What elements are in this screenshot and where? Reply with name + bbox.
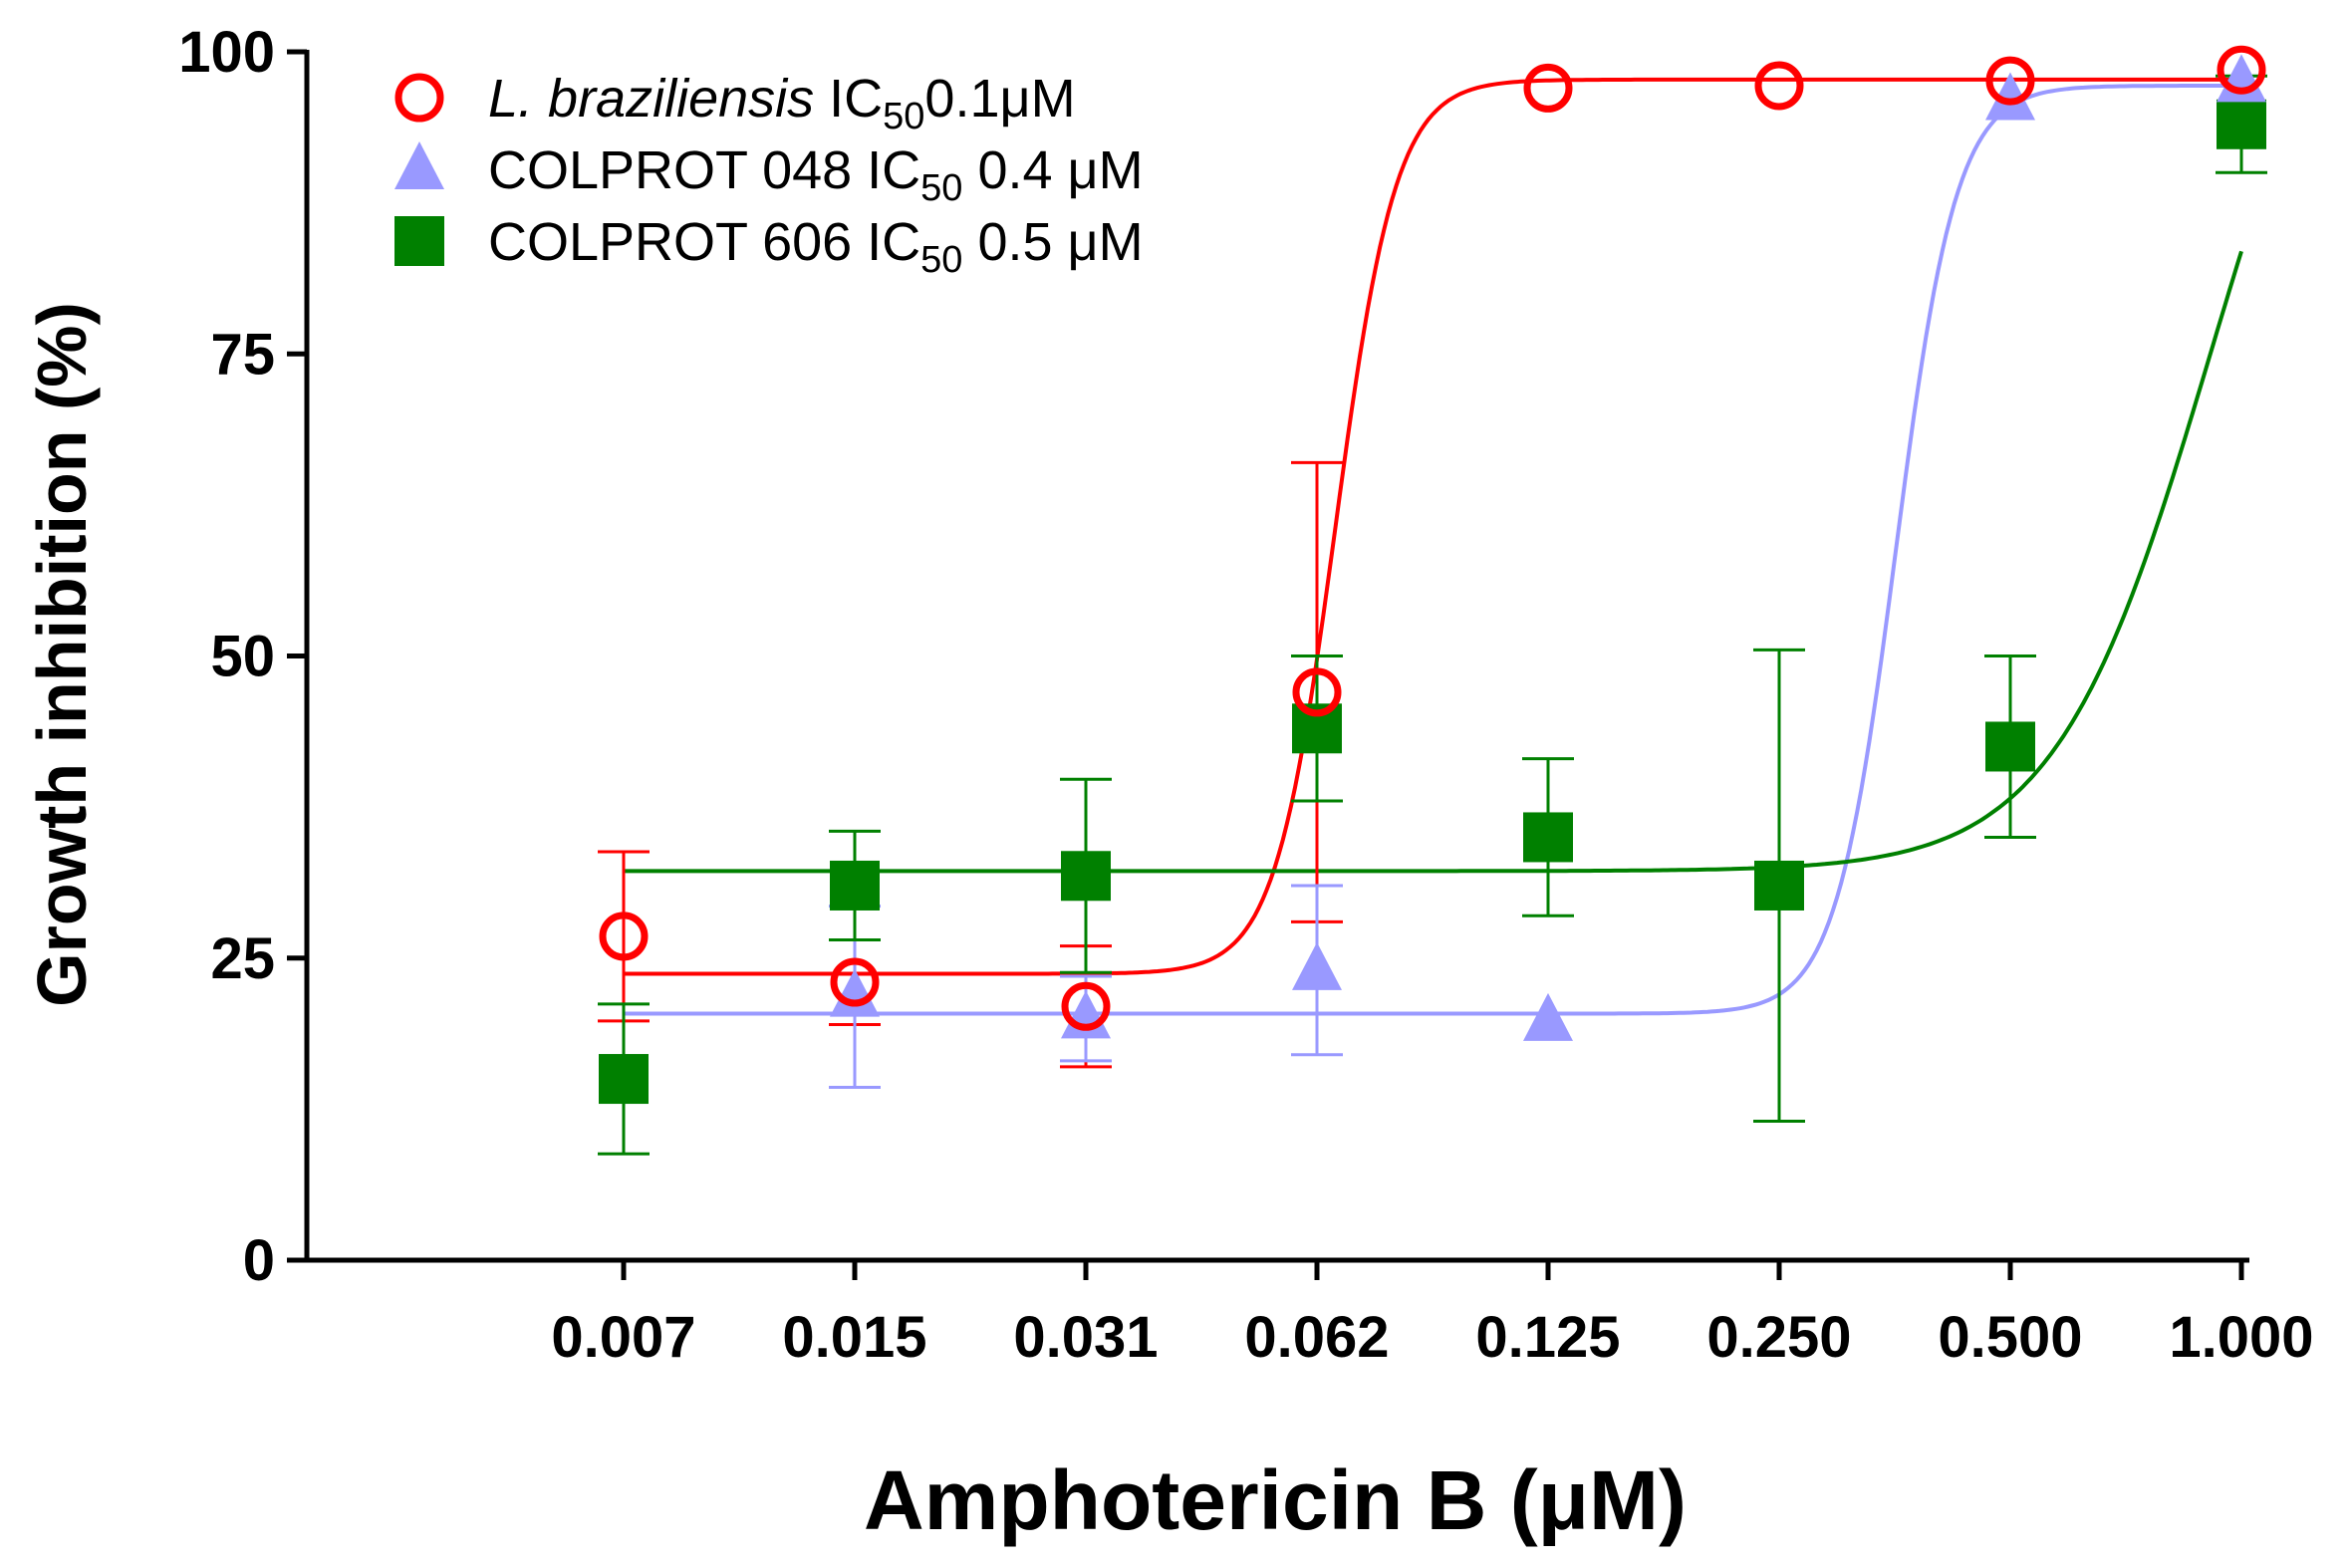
- data-point-square: [830, 860, 880, 911]
- fit-curve: [624, 250, 2243, 874]
- data-point-open-circle: [1754, 61, 1804, 111]
- legend-marker: [394, 216, 444, 266]
- legend-label: COLPROT 048 IC50 0.4 μM: [488, 140, 1144, 209]
- x-tick-label: 0.250: [1706, 1305, 1851, 1370]
- data-point-open-circle: [2217, 45, 2266, 95]
- data-point-open-circle: [830, 957, 880, 1007]
- y-tick-label: 25: [210, 926, 275, 991]
- data-markers: [599, 45, 2266, 1105]
- data-point-open-circle: [1523, 63, 1573, 113]
- y-axis-title: Growth inhibition (%): [23, 302, 101, 1007]
- x-tick-label: 0.500: [1938, 1305, 2082, 1370]
- data-point-open-circle: [1985, 56, 2035, 106]
- x-tick-label: 0.015: [782, 1305, 926, 1370]
- fit-curve: [624, 84, 2241, 1016]
- data-point-triangle: [1523, 992, 1573, 1041]
- x-tick-label: 0.062: [1244, 1305, 1389, 1370]
- x-tick-label: 1.000: [2169, 1305, 2313, 1370]
- legend-marker: [394, 141, 444, 189]
- data-point-square: [1754, 860, 1804, 911]
- data-point-square: [1061, 851, 1111, 902]
- legend-label: COLPROT 606 IC50 0.5 μM: [488, 212, 1144, 281]
- data-point-triangle: [830, 968, 880, 1017]
- x-ticks: 0.007 0.015 0.031 0.062 0.125 0.250 0.500 1.000: [551, 1260, 2314, 1370]
- y-tick-label: 100: [178, 20, 275, 85]
- legend-marker: [394, 73, 444, 123]
- y-tick-label: 50: [210, 625, 275, 689]
- x-tick-label: 0.125: [1475, 1305, 1620, 1370]
- data-point-square: [1523, 812, 1573, 863]
- x-tick-label: 0.031: [1013, 1305, 1158, 1370]
- data-point-open-circle: [1292, 667, 1342, 717]
- data-point-square: [599, 1054, 649, 1105]
- data-point-triangle: [1292, 941, 1342, 990]
- x-axis-title: Amphotericin B (μM): [864, 1453, 1687, 1547]
- y-ticks: 0 25 50 75 100: [178, 20, 307, 1293]
- data-point-square: [2217, 99, 2266, 149]
- fit-curves: [624, 77, 2243, 1016]
- data-point-open-circle: [599, 912, 649, 961]
- y-tick-label: 75: [210, 322, 275, 387]
- fit-curve: [624, 77, 2241, 976]
- y-tick-label: 0: [243, 1228, 275, 1293]
- x-tick-label: 0.007: [551, 1305, 695, 1370]
- data-point-open-circle: [1061, 981, 1111, 1031]
- legend-label: L. braziliensis IC500.1μM: [488, 69, 1076, 137]
- data-point-triangle: [1985, 72, 2035, 121]
- data-point-square: [1985, 721, 2035, 772]
